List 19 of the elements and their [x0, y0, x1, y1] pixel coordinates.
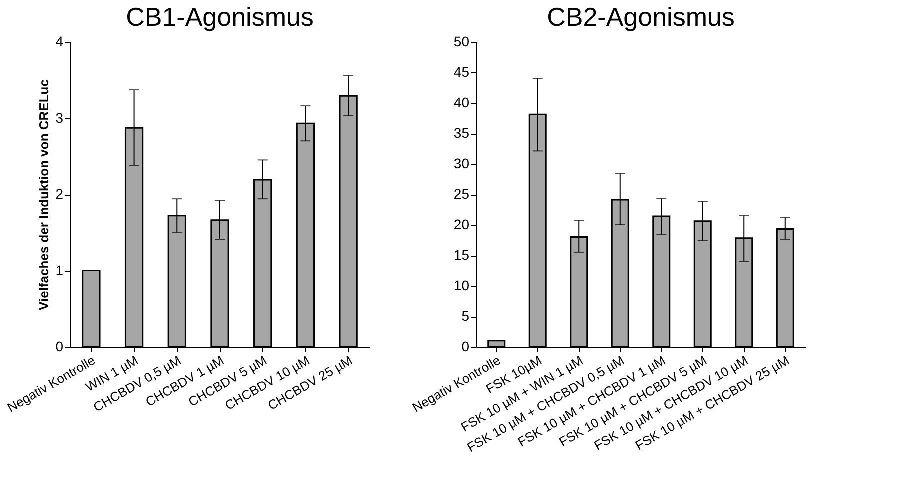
chart-title: CB1-Agonismus [126, 2, 314, 32]
y-tick-label: 1 [56, 262, 64, 278]
y-tick-label: 15 [454, 247, 470, 263]
y-tick-label: 10 [454, 278, 470, 294]
chart-title: CB2-Agonismus [547, 2, 735, 32]
y-tick-label: 30 [454, 156, 470, 172]
y-tick-label: 3 [56, 110, 64, 126]
y-tick-label: 20 [454, 216, 470, 232]
y-tick-label: 0 [462, 338, 470, 354]
y-tick-label: 4 [56, 34, 64, 50]
y-tick-label: 40 [454, 94, 470, 110]
y-axis-title: Vielfaches der Induktion von CRELuc [36, 80, 52, 310]
y-tick-label: 35 [454, 125, 470, 141]
y-tick-label: 2 [56, 186, 64, 202]
y-tick-label: 0 [56, 338, 64, 354]
y-tick-label: 5 [462, 308, 470, 324]
y-tick-label: 45 [454, 64, 470, 80]
y-tick-label: 50 [454, 34, 470, 50]
y-tick-label: 25 [454, 186, 470, 202]
